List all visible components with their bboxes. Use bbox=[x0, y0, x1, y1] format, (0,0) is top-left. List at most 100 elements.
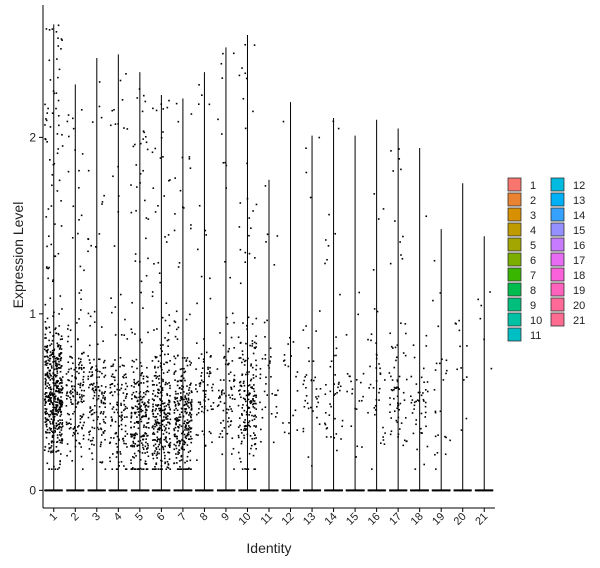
point-1 bbox=[54, 364, 57, 366]
point-1 bbox=[60, 396, 62, 398]
point-9 bbox=[228, 362, 230, 365]
point-5 bbox=[136, 186, 138, 188]
point-3 bbox=[89, 406, 92, 408]
point-7 bbox=[189, 412, 191, 415]
point-5 bbox=[148, 427, 150, 429]
point-1 bbox=[44, 400, 47, 403]
point-8 bbox=[211, 441, 213, 444]
point-8 bbox=[198, 204, 201, 207]
point-1 bbox=[45, 373, 48, 376]
point-1 bbox=[49, 403, 51, 406]
point-10 bbox=[246, 197, 249, 200]
point-5 bbox=[142, 382, 145, 384]
point-1 bbox=[51, 430, 53, 433]
point-zero-15 bbox=[348, 489, 350, 492]
point-1 bbox=[54, 374, 56, 377]
point-7 bbox=[175, 102, 178, 105]
point-1 bbox=[56, 428, 59, 430]
point-5 bbox=[134, 443, 137, 445]
point-zero-19 bbox=[444, 489, 447, 492]
point-1 bbox=[58, 353, 61, 355]
point-8 bbox=[207, 368, 209, 370]
point-2 bbox=[72, 412, 74, 415]
point-8 bbox=[207, 398, 210, 401]
x-tick-label-17: 17 bbox=[387, 511, 404, 528]
point-6 bbox=[159, 407, 162, 410]
point-8 bbox=[204, 400, 206, 402]
point-10 bbox=[255, 317, 258, 320]
point-4 bbox=[115, 432, 117, 435]
point-10 bbox=[251, 366, 254, 369]
point-16 bbox=[375, 342, 377, 344]
point-13 bbox=[319, 387, 322, 390]
point-1 bbox=[53, 393, 56, 395]
point-6 bbox=[155, 447, 157, 449]
point-10 bbox=[247, 384, 250, 387]
point-10 bbox=[244, 429, 247, 432]
point-9 bbox=[227, 350, 230, 353]
point-1 bbox=[44, 398, 47, 400]
point-2 bbox=[78, 442, 80, 444]
point-6 bbox=[166, 339, 169, 342]
point-5 bbox=[146, 435, 148, 437]
legend-swatch-1 bbox=[507, 177, 522, 192]
point-1 bbox=[57, 420, 60, 422]
point-8 bbox=[199, 401, 202, 404]
point-1 bbox=[58, 439, 61, 441]
point-5 bbox=[133, 433, 136, 435]
point-11 bbox=[264, 185, 267, 187]
point-7 bbox=[189, 435, 192, 438]
point-5 bbox=[139, 399, 142, 401]
point-2 bbox=[71, 388, 74, 390]
point-10 bbox=[253, 384, 255, 386]
point-3 bbox=[91, 374, 93, 377]
point-4 bbox=[116, 388, 119, 391]
point-7 bbox=[189, 167, 192, 169]
point-6 bbox=[154, 147, 157, 150]
point-9 bbox=[217, 404, 220, 406]
point-1 bbox=[59, 402, 62, 405]
point-18 bbox=[424, 411, 427, 414]
point-16 bbox=[369, 383, 372, 386]
point-zero-14 bbox=[326, 489, 328, 492]
point-zero-20 bbox=[459, 489, 462, 492]
point-3 bbox=[91, 409, 94, 411]
point-4 bbox=[113, 376, 116, 379]
point-2 bbox=[78, 363, 80, 366]
point-8 bbox=[208, 370, 211, 373]
point-13 bbox=[316, 398, 318, 400]
point-1 bbox=[56, 358, 59, 361]
legend-label-18: 18 bbox=[573, 270, 585, 282]
point-5 bbox=[133, 386, 135, 388]
legend-label-7: 7 bbox=[530, 270, 536, 282]
point-6 bbox=[151, 360, 154, 362]
point-1 bbox=[52, 372, 54, 374]
point-19 bbox=[442, 379, 445, 381]
point-1 bbox=[54, 468, 57, 470]
point-11 bbox=[259, 367, 262, 370]
point-1 bbox=[49, 410, 52, 412]
point-7 bbox=[183, 440, 185, 442]
point-7 bbox=[180, 455, 183, 458]
point-10 bbox=[255, 375, 257, 378]
point-10 bbox=[238, 226, 241, 228]
point-zero-14 bbox=[336, 489, 339, 492]
point-1 bbox=[61, 388, 63, 391]
point-4 bbox=[112, 365, 114, 367]
point-2 bbox=[83, 351, 85, 354]
point-1 bbox=[46, 412, 49, 415]
point-11 bbox=[276, 235, 279, 237]
point-zero-3 bbox=[101, 489, 104, 492]
point-7 bbox=[182, 416, 185, 418]
point-7 bbox=[173, 229, 176, 232]
point-19 bbox=[433, 259, 436, 262]
point-1 bbox=[54, 408, 57, 411]
point-13 bbox=[317, 401, 319, 404]
point-7 bbox=[186, 385, 188, 387]
point-zero-10 bbox=[250, 489, 253, 492]
point-1 bbox=[58, 344, 60, 346]
point-18 bbox=[425, 215, 428, 218]
point-5 bbox=[147, 218, 150, 220]
point-4 bbox=[124, 435, 127, 437]
point-4 bbox=[125, 382, 127, 385]
